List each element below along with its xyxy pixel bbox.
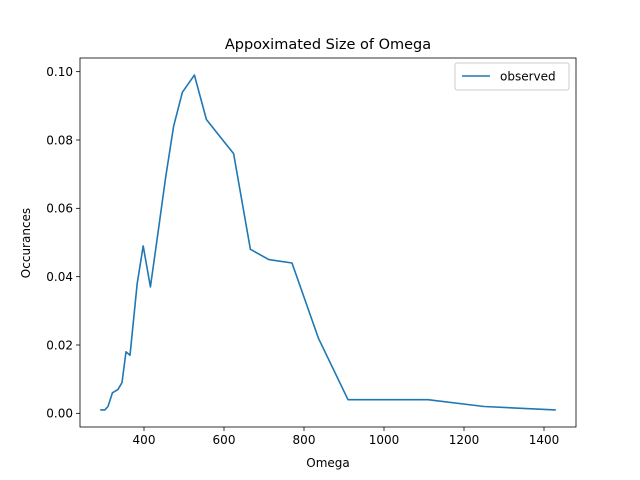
y-tick-label: 0.10 — [46, 65, 73, 79]
x-tick-label: 1000 — [369, 433, 400, 447]
axes-frame — [79, 57, 577, 428]
y-axis-label: Occurances — [19, 208, 33, 278]
x-tick-label: 800 — [293, 433, 316, 447]
y-tick-label: 0.08 — [46, 133, 73, 147]
x-tick-label: 400 — [133, 433, 156, 447]
x-tick-label: 600 — [213, 433, 236, 447]
x-axis-label: Omega — [306, 456, 350, 470]
y-tick-label: 0.00 — [46, 407, 73, 421]
y-tick-label: 0.04 — [46, 270, 73, 284]
plot-area: 400 600 800 1000 1200 1400 0.00 0.02 0.04 0.06 0.0… — [46, 57, 577, 447]
x-tick-label: 1200 — [449, 433, 480, 447]
y-tick-label: 0.02 — [46, 338, 73, 352]
chart-title: Appoximated Size of Omega — [225, 37, 431, 53]
y-tick-label: 0.06 — [46, 202, 73, 216]
legend-box — [454, 62, 570, 91]
legend: observed — [454, 62, 570, 91]
legend-label-observed: observed — [500, 70, 556, 84]
x-tick-label: 1400 — [529, 433, 560, 447]
series-line-0 — [100, 74, 557, 411]
